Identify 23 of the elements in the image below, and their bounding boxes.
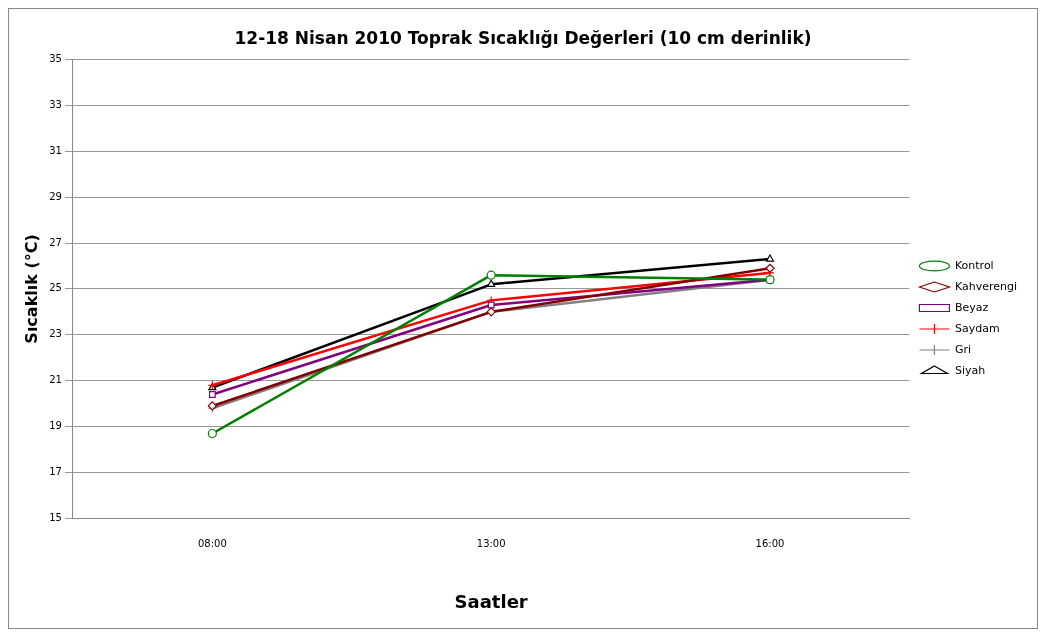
- legend-label: Siyah: [954, 363, 986, 377]
- x-axis-title: Saatler: [454, 590, 528, 612]
- y-tick-label: 21: [49, 374, 62, 386]
- x-tick-label: 16:00: [755, 537, 785, 549]
- y-tick-label: 35: [49, 52, 62, 64]
- y-tick-label: 19: [49, 420, 62, 432]
- y-tick-label: 25: [49, 282, 62, 294]
- y-tick-label: 17: [49, 466, 62, 478]
- legend-label: Gri: [954, 342, 972, 356]
- y-tick-label: 31: [49, 144, 62, 156]
- legend-label: Saydam: [954, 321, 1000, 335]
- y-tick-label: 15: [49, 511, 62, 523]
- y-axis-title: Sıcaklık (°C): [21, 234, 41, 344]
- x-tick-label: 08:00: [197, 537, 227, 549]
- y-tick-label: 27: [49, 236, 62, 248]
- legend-label: Beyaz: [954, 300, 989, 314]
- chart-title: 12-18 Nisan 2010 Toprak Sıcaklığı Değerleri (10 cm derinlik): [234, 27, 812, 48]
- y-tick-label: 23: [49, 328, 62, 340]
- x-tick-label: 13:00: [476, 537, 506, 549]
- y-tick-label: 29: [49, 190, 62, 202]
- legend-label: Kahverengi: [954, 279, 1018, 293]
- y-tick-label: 33: [49, 98, 62, 110]
- legend-label: Kontrol: [954, 258, 994, 272]
